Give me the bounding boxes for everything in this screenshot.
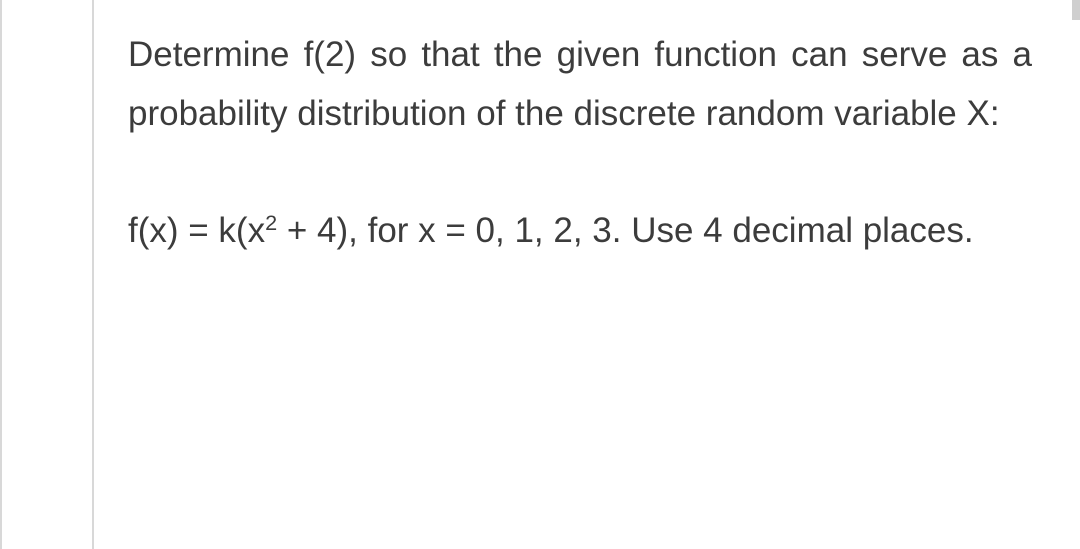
inner-left-border [92,0,94,549]
scrollbar-hint [1072,0,1080,20]
question-formula: f(x) = k(x2 + 4), for x = 0, 1, 2, 3. Us… [128,202,1032,261]
outer-left-border [0,0,2,549]
question-prompt: Determine f(2) so that the given functio… [128,26,1032,144]
formula-lead: f(x) = k(x [128,211,265,250]
formula-tail: + 4), for x = 0, 1, 2, 3. Use 4 decimal … [277,211,973,250]
formula-exponent: 2 [265,210,277,235]
question-content: Determine f(2) so that the given functio… [128,26,1032,260]
